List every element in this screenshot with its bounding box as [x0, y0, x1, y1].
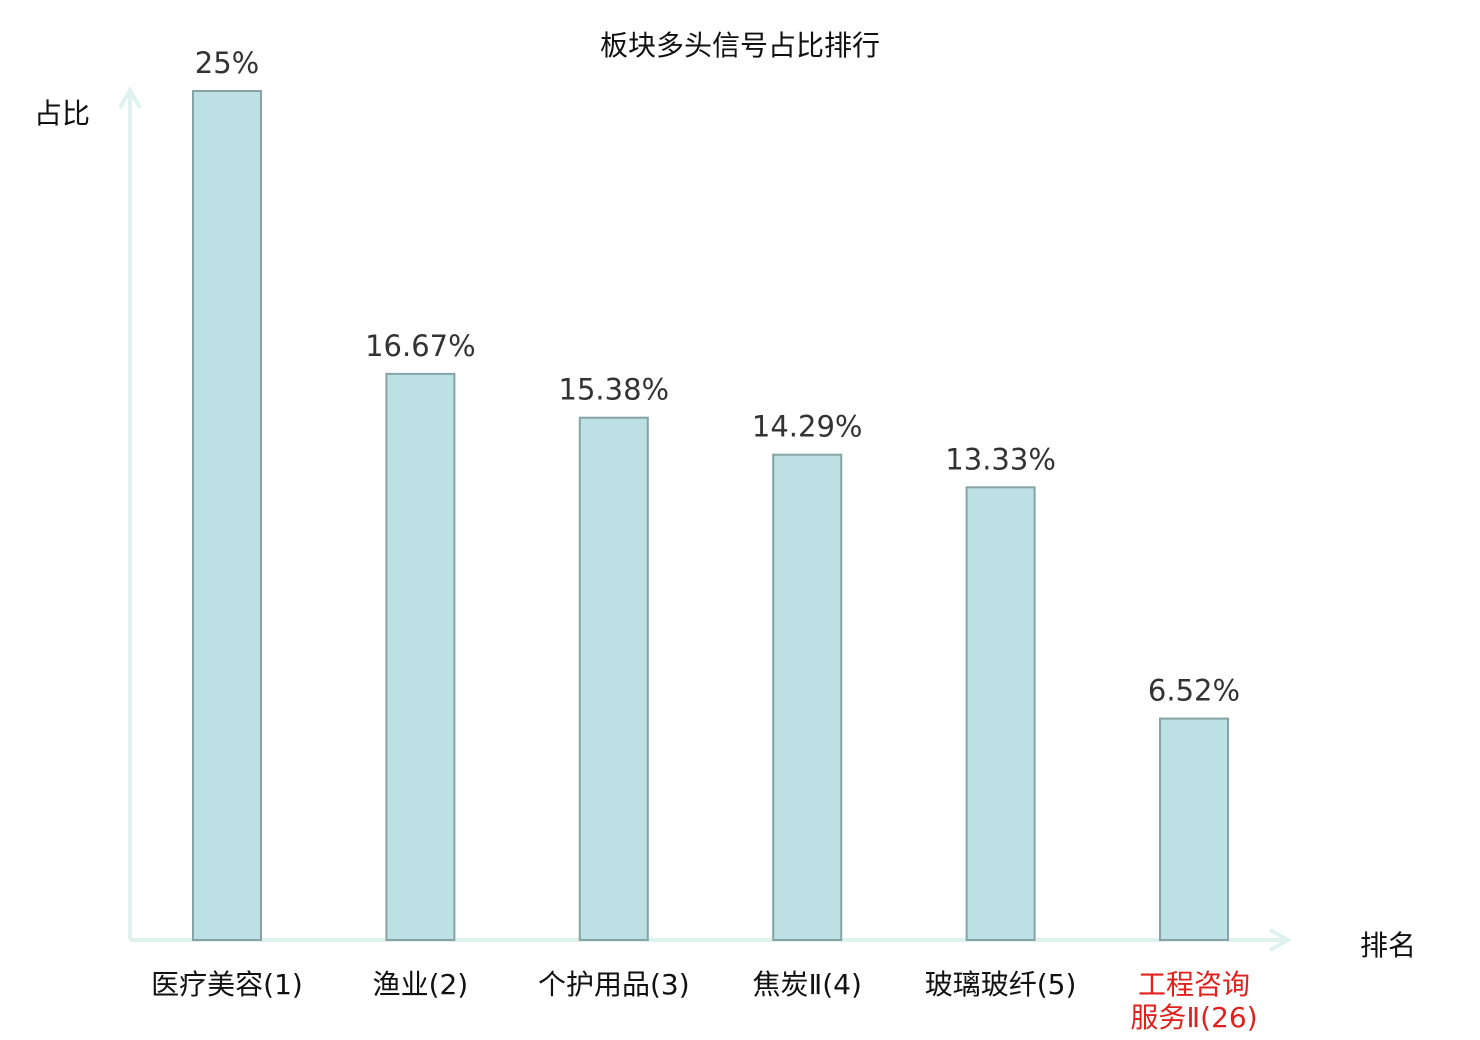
- y-axis-label: 占比: [34, 97, 91, 130]
- x-axis-label: 排名: [1360, 929, 1417, 962]
- bar: [192, 90, 262, 941]
- x-tick-label: 焦炭Ⅱ(4): [752, 968, 861, 1001]
- y-axis-arrow: [118, 85, 142, 109]
- x-tick-label: 个护用品(3): [538, 968, 690, 1001]
- bar: [578, 416, 649, 941]
- bar: [772, 453, 843, 941]
- bar: [385, 372, 456, 942]
- x-tick-label: 医疗美容(1): [151, 968, 303, 1001]
- x-tick-label: 渔业(2): [373, 968, 469, 1001]
- data-label: 6.52%: [1148, 674, 1240, 708]
- data-label: 14.29%: [752, 410, 863, 444]
- data-label: 25%: [195, 46, 259, 80]
- data-label: 15.38%: [559, 373, 670, 407]
- x-tick-label: 工程咨询: [1138, 968, 1250, 1001]
- bar: [965, 486, 1036, 941]
- chart-title: 板块多头信号占比排行: [599, 29, 880, 62]
- x-axis-arrow: [1269, 928, 1293, 952]
- x-tick-label: 玻璃玻纤(5): [925, 968, 1077, 1001]
- data-label: 16.67%: [365, 329, 476, 363]
- bar: [1159, 717, 1229, 942]
- x-tick-label: 服务Ⅱ(26): [1130, 1001, 1257, 1034]
- data-label: 13.33%: [945, 442, 1056, 476]
